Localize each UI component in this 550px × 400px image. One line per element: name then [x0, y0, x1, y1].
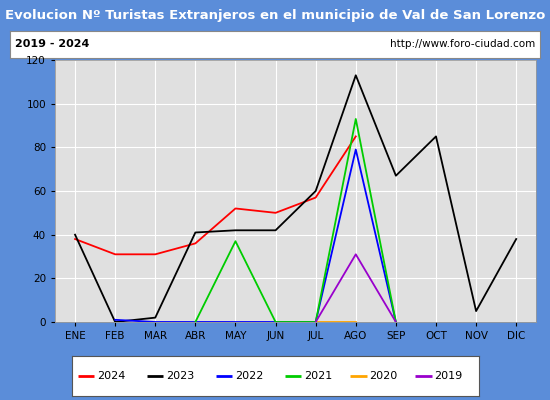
Text: Evolucion Nº Turistas Extranjeros en el municipio de Val de San Lorenzo: Evolucion Nº Turistas Extranjeros en el …	[5, 8, 545, 22]
Text: 2022: 2022	[235, 371, 263, 381]
Text: 2021: 2021	[304, 371, 333, 381]
Text: 2019: 2019	[434, 371, 463, 381]
Text: 2024: 2024	[97, 371, 125, 381]
Text: 2020: 2020	[370, 371, 398, 381]
Text: 2019 - 2024: 2019 - 2024	[15, 39, 90, 49]
Text: http://www.foro-ciudad.com: http://www.foro-ciudad.com	[389, 39, 535, 49]
Text: 2023: 2023	[166, 371, 194, 381]
